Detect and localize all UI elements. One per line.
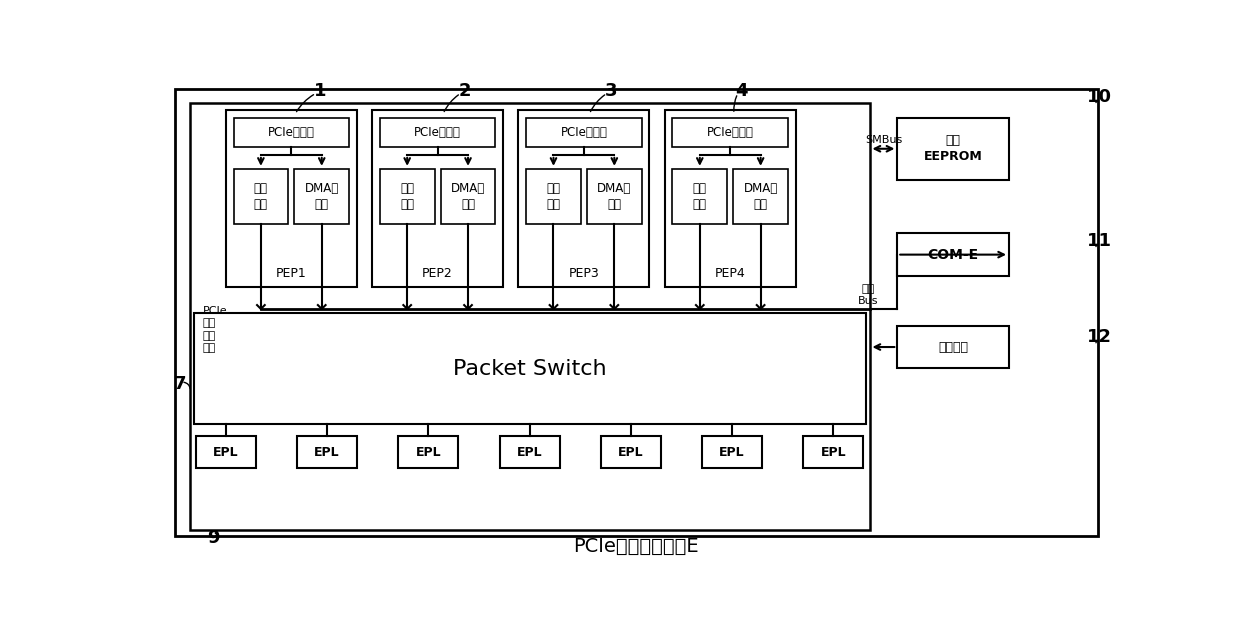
Bar xyxy=(733,169,787,224)
Text: EPL: EPL xyxy=(821,445,846,459)
Text: COM-E: COM-E xyxy=(928,248,978,261)
Text: EPL: EPL xyxy=(314,445,340,459)
Text: EPL: EPL xyxy=(517,445,542,459)
Bar xyxy=(898,118,1009,180)
Text: DMA控
制器: DMA控 制器 xyxy=(451,182,485,211)
Text: DMA控
制器: DMA控 制器 xyxy=(305,182,339,211)
Text: 10: 10 xyxy=(1086,88,1111,106)
Bar xyxy=(665,110,796,287)
Text: 功能
管理: 功能 管理 xyxy=(254,182,268,211)
Text: 4: 4 xyxy=(735,82,748,100)
Text: PCIe
网络
交换
芯片: PCIe 网络 交换 芯片 xyxy=(203,306,227,353)
Text: 时钟芯片: 时钟芯片 xyxy=(939,341,968,353)
Text: PCIe网络交换电路E: PCIe网络交换电路E xyxy=(573,537,698,556)
Bar xyxy=(518,110,650,287)
Bar xyxy=(601,436,661,468)
Text: PCIe控制器: PCIe控制器 xyxy=(414,126,461,139)
Text: 管理
Bus: 管理 Bus xyxy=(858,284,878,306)
Text: EPL: EPL xyxy=(719,445,745,459)
Bar xyxy=(672,169,727,224)
Text: EPL: EPL xyxy=(213,445,238,459)
Bar xyxy=(500,436,559,468)
Text: EPL: EPL xyxy=(618,445,644,459)
Text: 功能
管理: 功能 管理 xyxy=(693,182,707,211)
Text: PEP4: PEP4 xyxy=(714,267,745,280)
Text: 9: 9 xyxy=(207,529,219,547)
Text: DMA控
制器: DMA控 制器 xyxy=(744,182,777,211)
Bar xyxy=(526,118,641,147)
Bar xyxy=(702,436,763,468)
Bar xyxy=(195,312,866,425)
Bar xyxy=(233,118,350,147)
Text: DMA控
制器: DMA控 制器 xyxy=(598,182,631,211)
Text: 功能
管理: 功能 管理 xyxy=(401,182,414,211)
Bar xyxy=(196,436,255,468)
Bar xyxy=(898,234,1009,276)
Text: 11: 11 xyxy=(1086,232,1111,250)
Text: 12: 12 xyxy=(1086,328,1111,347)
Bar xyxy=(233,169,288,224)
Bar xyxy=(526,169,580,224)
Bar xyxy=(191,103,869,530)
Bar xyxy=(898,326,1009,368)
Bar xyxy=(672,118,787,147)
Text: PCIe控制器: PCIe控制器 xyxy=(707,126,754,139)
Bar xyxy=(379,169,434,224)
Bar xyxy=(587,169,641,224)
Text: PCIe控制器: PCIe控制器 xyxy=(268,126,315,139)
Bar xyxy=(398,436,459,468)
Text: Packet Switch: Packet Switch xyxy=(453,358,606,379)
Text: EPL: EPL xyxy=(415,445,441,459)
Bar xyxy=(226,110,357,287)
Text: 功能
管理: 功能 管理 xyxy=(547,182,560,211)
Text: PEP3: PEP3 xyxy=(568,267,599,280)
Bar xyxy=(294,169,350,224)
Bar xyxy=(804,436,863,468)
Text: 2: 2 xyxy=(459,82,471,100)
Text: 3: 3 xyxy=(605,82,618,100)
Text: SMBus: SMBus xyxy=(864,135,901,144)
Text: 串行
EEPROM: 串行 EEPROM xyxy=(924,134,982,163)
Text: 1: 1 xyxy=(314,82,326,100)
Bar xyxy=(440,169,495,224)
Text: 7: 7 xyxy=(174,375,186,392)
Bar xyxy=(298,436,357,468)
Text: PEP1: PEP1 xyxy=(277,267,306,280)
Text: PCIe控制器: PCIe控制器 xyxy=(560,126,608,139)
Bar xyxy=(379,118,495,147)
Bar xyxy=(372,110,503,287)
Text: PEP2: PEP2 xyxy=(423,267,453,280)
